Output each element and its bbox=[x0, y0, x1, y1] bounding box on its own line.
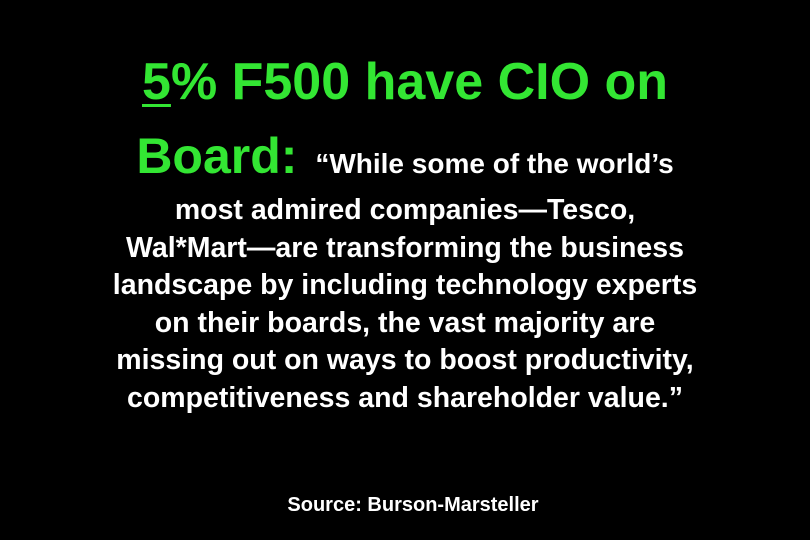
quote-line: landscape by including technology expert… bbox=[112, 269, 698, 301]
quote-line: most admired companies—Tesco, bbox=[174, 194, 636, 226]
slide-title-line-1: 5% F500 have CIO on bbox=[0, 54, 810, 110]
quote-line: missing out on ways to boost productivit… bbox=[116, 344, 694, 376]
quote-line: competitiveness and shareholder value.” bbox=[127, 381, 683, 414]
quote-opening-text: “While some of the world’s bbox=[315, 148, 674, 179]
quote-line: on their boards, the vast majority are bbox=[154, 306, 656, 339]
title-line-1-text: % F500 have CIO on bbox=[170, 53, 668, 111]
title-underlined-number: 5 bbox=[142, 53, 171, 111]
source-citation: Source: Burson-Marsteller bbox=[287, 494, 539, 516]
slide-title-line-2: Board: “While some of the world’s bbox=[0, 131, 810, 181]
quote-body: most admired companies—Tesco, Wal*Mart—a… bbox=[0, 192, 810, 417]
quote-line: Wal*Mart—are transforming the business bbox=[126, 231, 684, 264]
title-board-word: Board: bbox=[136, 128, 298, 184]
